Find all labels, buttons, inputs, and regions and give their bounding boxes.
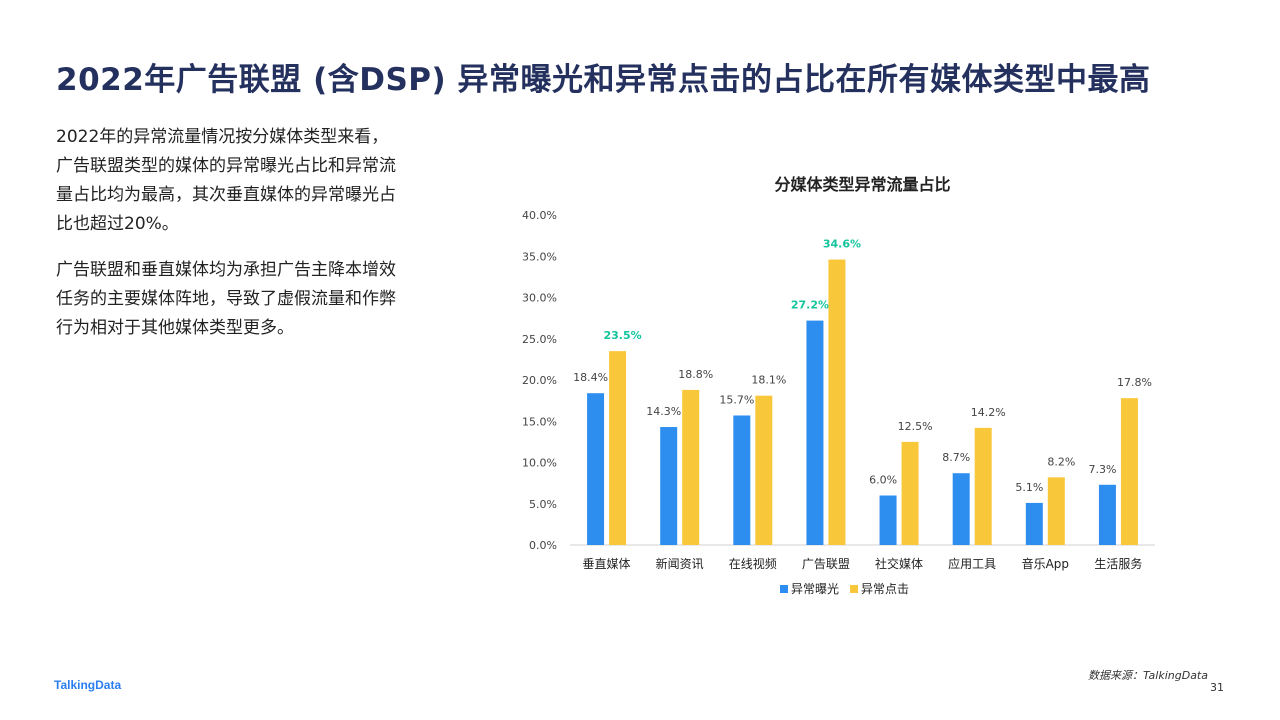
summary-paragraph-1: 2022年的异常流量情况按分媒体类型来看，广告联盟类型的媒体的异常曝光占比和异常… bbox=[56, 127, 396, 234]
legend-swatch-异常点击 bbox=[850, 585, 858, 593]
y-tick-label: 0.0% bbox=[529, 539, 557, 552]
data-label: 17.8% bbox=[1117, 376, 1152, 389]
data-label: 5.1% bbox=[1015, 481, 1043, 494]
y-tick-label: 25.0% bbox=[522, 333, 557, 346]
y-tick-label: 10.0% bbox=[522, 457, 557, 470]
bar-异常曝光-应用工具 bbox=[952, 473, 970, 545]
data-label: 18.1% bbox=[751, 374, 786, 387]
bar-异常点击-生活服务 bbox=[1120, 398, 1138, 545]
bar-异常曝光-社交媒体 bbox=[879, 495, 897, 545]
y-tick-label: 20.0% bbox=[522, 374, 557, 387]
data-label: 15.7% bbox=[719, 393, 754, 406]
data-source-note: 数据来源：TalkingData bbox=[1087, 669, 1208, 682]
data-label: 34.6% bbox=[823, 238, 861, 251]
y-tick-label: 30.0% bbox=[522, 292, 557, 305]
data-label: 14.2% bbox=[971, 406, 1006, 419]
bar-异常点击-社交媒体 bbox=[901, 441, 919, 545]
x-tick-label: 应用工具 bbox=[948, 556, 996, 571]
bar-异常点击-新闻资讯 bbox=[682, 389, 700, 545]
legend-label: 异常曝光 bbox=[791, 582, 839, 596]
chart-title: 分媒体类型异常流量占比 bbox=[774, 175, 950, 194]
y-tick-label: 15.0% bbox=[522, 415, 557, 428]
data-label: 18.4% bbox=[573, 371, 608, 384]
bar-异常点击-在线视频 bbox=[755, 395, 773, 545]
legend-swatch-异常曝光 bbox=[780, 585, 788, 593]
x-tick-label: 社交媒体 bbox=[875, 556, 923, 571]
bar-异常点击-垂直媒体 bbox=[609, 351, 627, 545]
y-tick-label: 40.0% bbox=[522, 209, 557, 222]
bar-异常点击-音乐App bbox=[1047, 477, 1065, 545]
x-tick-label: 新闻资讯 bbox=[656, 556, 704, 571]
bar-异常点击-应用工具 bbox=[974, 427, 992, 545]
x-tick-label: 生活服务 bbox=[1094, 556, 1142, 571]
bar-异常曝光-音乐App bbox=[1025, 502, 1043, 545]
bar-异常曝光-在线视频 bbox=[733, 415, 751, 545]
x-tick-label: 在线视频 bbox=[729, 556, 777, 571]
data-label: 18.8% bbox=[678, 368, 713, 381]
y-tick-label: 35.0% bbox=[522, 250, 557, 263]
bar-异常曝光-垂直媒体 bbox=[587, 393, 605, 545]
legend-label: 异常点击 bbox=[861, 582, 909, 596]
y-tick-label: 5.0% bbox=[529, 498, 557, 511]
data-label: 7.3% bbox=[1088, 463, 1116, 476]
bar-异常点击-广告联盟 bbox=[828, 259, 846, 545]
page-title: 2022年广告联盟 (含DSP) 异常曝光和异常点击的占比在所有媒体类型中最高 bbox=[56, 62, 1151, 98]
data-label: 12.5% bbox=[898, 420, 933, 433]
bar-异常曝光-新闻资讯 bbox=[660, 427, 678, 545]
x-tick-label: 广告联盟 bbox=[802, 557, 850, 571]
talkingdata-logo: TalkingData bbox=[54, 678, 121, 692]
bar-异常曝光-生活服务 bbox=[1098, 484, 1116, 545]
summary-paragraph-2: 广告联盟和垂直媒体均为承担广告主降本增效任务的主要媒体阵地，导致了虚假流量和作弊… bbox=[56, 260, 396, 338]
data-label: 8.7% bbox=[942, 451, 970, 464]
bar-异常曝光-广告联盟 bbox=[806, 320, 824, 545]
data-label: 8.2% bbox=[1047, 455, 1075, 468]
x-tick-label: 音乐App bbox=[1022, 556, 1069, 571]
data-label: 27.2% bbox=[791, 299, 829, 312]
data-label: 23.5% bbox=[603, 329, 641, 342]
brand-name: TalkingData bbox=[54, 678, 122, 692]
data-label: 6.0% bbox=[869, 474, 897, 487]
data-label: 14.3% bbox=[646, 405, 681, 418]
page-number: 31 bbox=[1210, 681, 1224, 694]
x-tick-label: 垂直媒体 bbox=[583, 557, 631, 571]
